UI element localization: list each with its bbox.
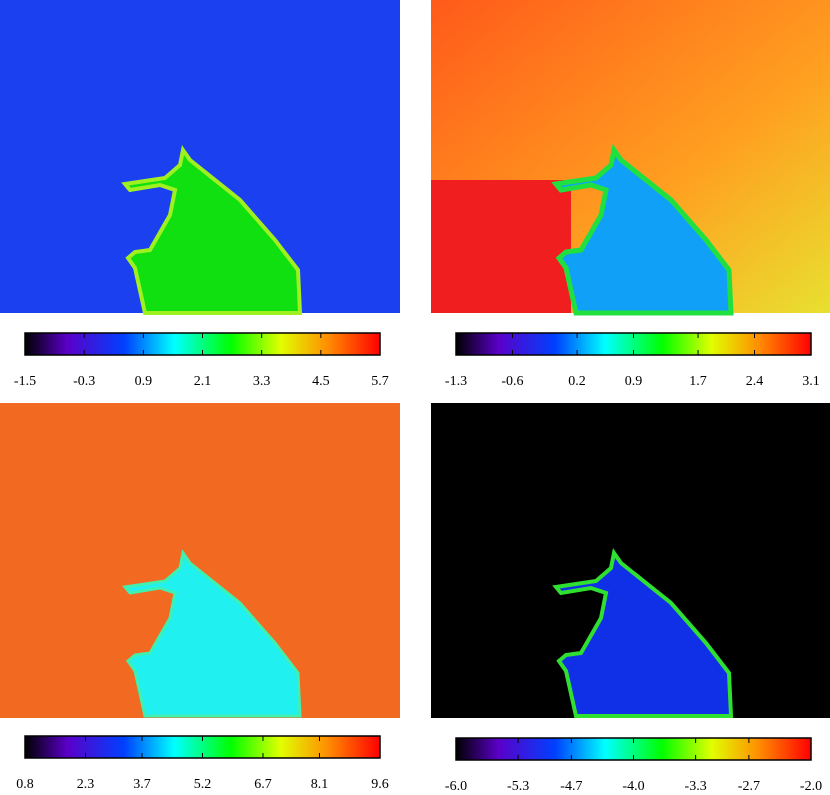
tick-label: 9.6 [371,777,389,792]
tick-label: 0.9 [625,374,643,389]
tick-label: 0.8 [16,777,34,792]
tick-label: 3.1 [802,374,820,389]
tick-label: 8.1 [311,777,329,792]
tick-label: -5.3 [507,779,529,794]
tick-label: 1.7 [689,374,707,389]
panel-image [0,0,400,315]
tick-label: 2.3 [77,777,95,792]
tick-label: 0.9 [135,374,153,389]
panel-image [431,403,830,718]
tick-label: -4.0 [622,779,644,794]
tick-label: 6.7 [254,777,272,792]
tick-label: 3.7 [133,777,151,792]
tick-label: 4.5 [312,374,330,389]
tick-label: -6.0 [445,779,467,794]
tick-label: -4.7 [560,779,582,794]
tick-label: 2.4 [746,374,764,389]
tick-label: -3.3 [685,779,707,794]
tick-label: 2.1 [194,374,212,389]
tick-label: 3.3 [253,374,271,389]
tick-label: 5.2 [194,777,212,792]
tick-label: -2.0 [800,779,822,794]
tick-label: -0.6 [501,374,523,389]
tick-label: 5.7 [371,374,389,389]
tick-label: -2.7 [738,779,760,794]
tick-label: -1.3 [445,374,467,389]
panel-image [0,403,400,718]
tick-label: -1.5 [14,374,36,389]
tick-label: -0.3 [73,374,95,389]
tick-label: 0.2 [568,374,586,389]
panel-image [431,0,830,313]
